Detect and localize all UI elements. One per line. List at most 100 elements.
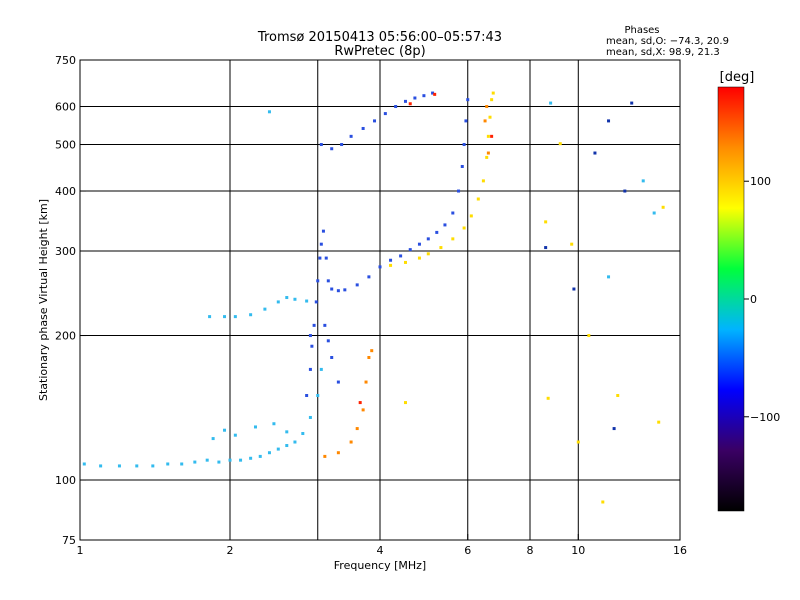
echo-point-4-13 xyxy=(490,98,494,102)
echo-point-6-0 xyxy=(433,92,437,96)
echo-point-9-2 xyxy=(267,110,271,114)
echo-series-0 xyxy=(82,367,323,468)
echo-point-2-25 xyxy=(457,189,461,193)
echo-point-6-2 xyxy=(490,134,494,138)
echo-point-0-24 xyxy=(233,433,237,437)
echo-point-0-14 xyxy=(267,451,271,455)
echo-point-7-0 xyxy=(544,246,548,250)
echo-point-3-4 xyxy=(361,126,365,130)
echo-point-4-4 xyxy=(439,246,443,250)
echo-point-5-8 xyxy=(483,119,487,123)
echo-point-7-3 xyxy=(630,101,634,105)
echo-point-0-9 xyxy=(217,460,221,464)
echo-point-5-2 xyxy=(349,440,353,444)
echo-point-8-10 xyxy=(661,205,665,209)
y-tick-label-3: 300 xyxy=(55,245,76,258)
echo-point-0-27 xyxy=(285,430,289,434)
echo-point-5-5 xyxy=(364,380,368,384)
echo-point-3-11 xyxy=(431,91,435,95)
echo-series-1 xyxy=(208,296,309,319)
echo-point-0-13 xyxy=(258,454,262,458)
echo-point-9-0 xyxy=(641,179,645,183)
echo-point-2-31 xyxy=(323,323,327,327)
echo-point-4-10 xyxy=(485,155,489,159)
x-tick-label-0: 1 xyxy=(77,544,84,557)
chart-title: Tromsø 20150413 05:56:00–05:57:43 xyxy=(257,30,502,45)
echo-point-4-2 xyxy=(417,256,421,260)
echo-point-6-3 xyxy=(358,401,362,405)
echo-point-4-8 xyxy=(476,197,480,201)
echo-point-8-2 xyxy=(570,242,574,246)
echo-point-1-1 xyxy=(223,315,227,319)
echo-point-5-7 xyxy=(370,349,374,353)
echo-point-4-11 xyxy=(486,134,490,138)
y-tick-label-7: 750 xyxy=(55,54,76,67)
echo-point-2-16 xyxy=(378,265,382,269)
echo-point-2-30 xyxy=(308,334,312,338)
echo-point-7-4 xyxy=(623,189,627,193)
echo-point-9-1 xyxy=(652,211,656,215)
y-tick-label-6: 600 xyxy=(55,101,76,114)
echo-point-2-2 xyxy=(310,344,314,348)
echo-point-4-9 xyxy=(481,179,485,183)
echo-point-2-21 xyxy=(426,237,430,241)
echo-point-2-19 xyxy=(408,248,412,252)
colorbar-ticks: 100 0 −100 xyxy=(744,175,780,424)
echo-point-2-11 xyxy=(330,287,334,291)
echo-point-3-10 xyxy=(422,94,426,98)
echo-point-4-1 xyxy=(403,260,407,264)
echo-point-8-9 xyxy=(657,420,661,424)
echo-point-2-22 xyxy=(435,230,439,234)
echo-point-0-17 xyxy=(293,440,297,444)
echo-point-1-8 xyxy=(305,299,309,303)
echo-point-5-1 xyxy=(336,451,340,455)
echo-point-2-27 xyxy=(462,143,466,147)
echo-point-2-10 xyxy=(326,279,330,283)
echo-point-0-2 xyxy=(117,464,121,468)
colorbar xyxy=(717,86,745,512)
echo-point-2-5 xyxy=(316,279,320,283)
phases-x-mode: mean, sd,X: 98.9, 21.3 xyxy=(606,47,720,58)
echo-point-2-32 xyxy=(330,355,334,359)
echo-point-3-9 xyxy=(413,96,417,100)
echo-series-9 xyxy=(267,101,656,279)
echo-point-3-2 xyxy=(340,143,344,147)
echo-point-2-8 xyxy=(321,229,325,233)
echo-point-2-13 xyxy=(343,288,347,292)
echo-point-0-21 xyxy=(319,367,323,371)
echo-point-2-23 xyxy=(443,223,447,227)
y-tick-label-2: 200 xyxy=(55,330,76,343)
echo-point-1-0 xyxy=(208,315,212,319)
echo-point-8-1 xyxy=(558,142,562,146)
echo-point-2-6 xyxy=(318,256,322,260)
echo-point-8-0 xyxy=(544,220,548,224)
echo-point-1-4 xyxy=(263,307,267,311)
echo-point-2-17 xyxy=(389,258,393,262)
echo-point-8-3 xyxy=(587,334,591,338)
echo-series-2 xyxy=(305,98,470,398)
x-tick-label-3: 6 xyxy=(464,544,471,557)
echo-point-5-9 xyxy=(485,105,489,109)
grid-lines xyxy=(79,59,680,541)
echo-point-5-3 xyxy=(355,427,359,431)
echo-point-3-8 xyxy=(403,99,407,103)
echo-point-0-16 xyxy=(285,444,289,448)
echo-point-2-29 xyxy=(466,98,470,102)
y-tick-label-1: 100 xyxy=(55,474,76,487)
echo-point-0-18 xyxy=(301,432,305,436)
echo-point-2-0 xyxy=(305,394,309,398)
echo-point-0-11 xyxy=(239,458,243,462)
echo-point-3-1 xyxy=(330,147,334,151)
echo-point-3-3 xyxy=(349,134,353,138)
echo-point-8-4 xyxy=(601,500,605,504)
colorbar-unit: [deg] xyxy=(720,70,755,85)
echo-point-1-7 xyxy=(293,297,297,301)
echo-point-3-7 xyxy=(394,105,398,109)
phases-heading: Phases xyxy=(624,25,659,36)
echo-point-2-28 xyxy=(464,119,468,123)
echo-point-2-4 xyxy=(314,300,318,304)
echo-point-1-2 xyxy=(233,315,237,319)
echo-point-4-14 xyxy=(491,91,495,95)
echo-point-4-5 xyxy=(451,237,455,241)
echo-point-2-1 xyxy=(308,367,312,371)
